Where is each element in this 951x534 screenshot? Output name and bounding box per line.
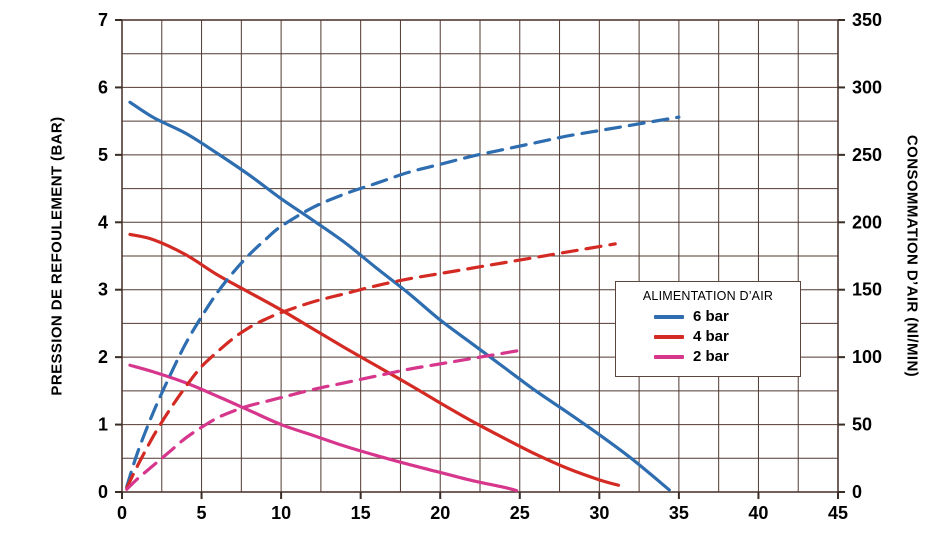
legend-line-swatch <box>654 354 684 359</box>
legend-title: ALIMENTATION D’AIR <box>642 289 774 303</box>
y-right-tick-label: 150 <box>852 280 882 300</box>
series-curve-4-bar-consommation-d-air <box>125 242 617 490</box>
legend-entry: 2 bar <box>624 348 792 365</box>
y-right-tick-label: 100 <box>852 347 882 367</box>
legend-label: 6 bar <box>693 308 729 325</box>
y-right-tick-label: 250 <box>852 145 882 165</box>
tick-labels: 0 5 10 15 20 25 30 35 40 450123456705010015020025… <box>98 10 882 523</box>
legend-label: 2 bar <box>693 348 729 365</box>
y-right-tick-label: 0 <box>852 482 862 502</box>
plot-border <box>121 19 839 493</box>
grid-lines <box>121 19 839 493</box>
series-curve-6-bar-consommation-d-air <box>125 115 681 489</box>
x-tick-label: 35 <box>669 503 689 523</box>
y-right-tick-label: 50 <box>852 415 872 435</box>
x-tick-label: 15 <box>351 503 371 523</box>
y-left-tick-label: 3 <box>98 280 108 300</box>
y-right-tick-label: 350 <box>852 10 882 30</box>
legend: ALIMENTATION D’AIR 6 bar 4 bar 2 bar <box>615 281 801 377</box>
x-tick-label: 25 <box>510 503 530 523</box>
y-left-tick-label: 4 <box>98 212 108 232</box>
tick-marks <box>115 19 845 499</box>
y-left-tick-label: 0 <box>98 482 108 502</box>
series-curve-4-bar-pression-de-refoulement <box>128 232 621 487</box>
y-left-tick-label: 1 <box>98 415 108 435</box>
legend-label: 4 bar <box>693 328 729 345</box>
legend-entry: 4 bar <box>624 328 792 345</box>
y-left-tick-label: 6 <box>98 77 108 97</box>
x-tick-label: 10 <box>271 503 291 523</box>
y-left-tick-label: 5 <box>98 145 108 165</box>
y-right-tick-label: 300 <box>852 77 882 97</box>
series-curve-2-bar-consommation-d-air <box>125 348 522 491</box>
x-tick-label: 20 <box>430 503 450 523</box>
y-left-axis-title: PRESSION DE REFOULEMENT (BAR) <box>48 116 66 396</box>
x-tick-label: 5 <box>197 503 207 523</box>
legend-line-swatch <box>654 314 684 319</box>
x-tick-label: 0 <box>117 503 127 523</box>
x-tick-label: 40 <box>748 503 768 523</box>
legend-entries: 6 bar 4 bar 2 bar <box>624 308 792 365</box>
x-tick-label: 45 <box>828 503 848 523</box>
series-curve-6-bar-pression-de-refoulement <box>128 100 671 492</box>
x-tick-label: 30 <box>589 503 609 523</box>
legend-line-swatch <box>654 334 684 339</box>
y-left-tick-label: 7 <box>98 10 108 30</box>
legend-entry: 6 bar <box>624 308 792 325</box>
y-left-tick-label: 2 <box>98 347 108 367</box>
y-right-tick-label: 200 <box>852 212 882 232</box>
y-right-axis-title: CONSOMMATION D’AIR (Nl/MIN) <box>903 134 921 378</box>
